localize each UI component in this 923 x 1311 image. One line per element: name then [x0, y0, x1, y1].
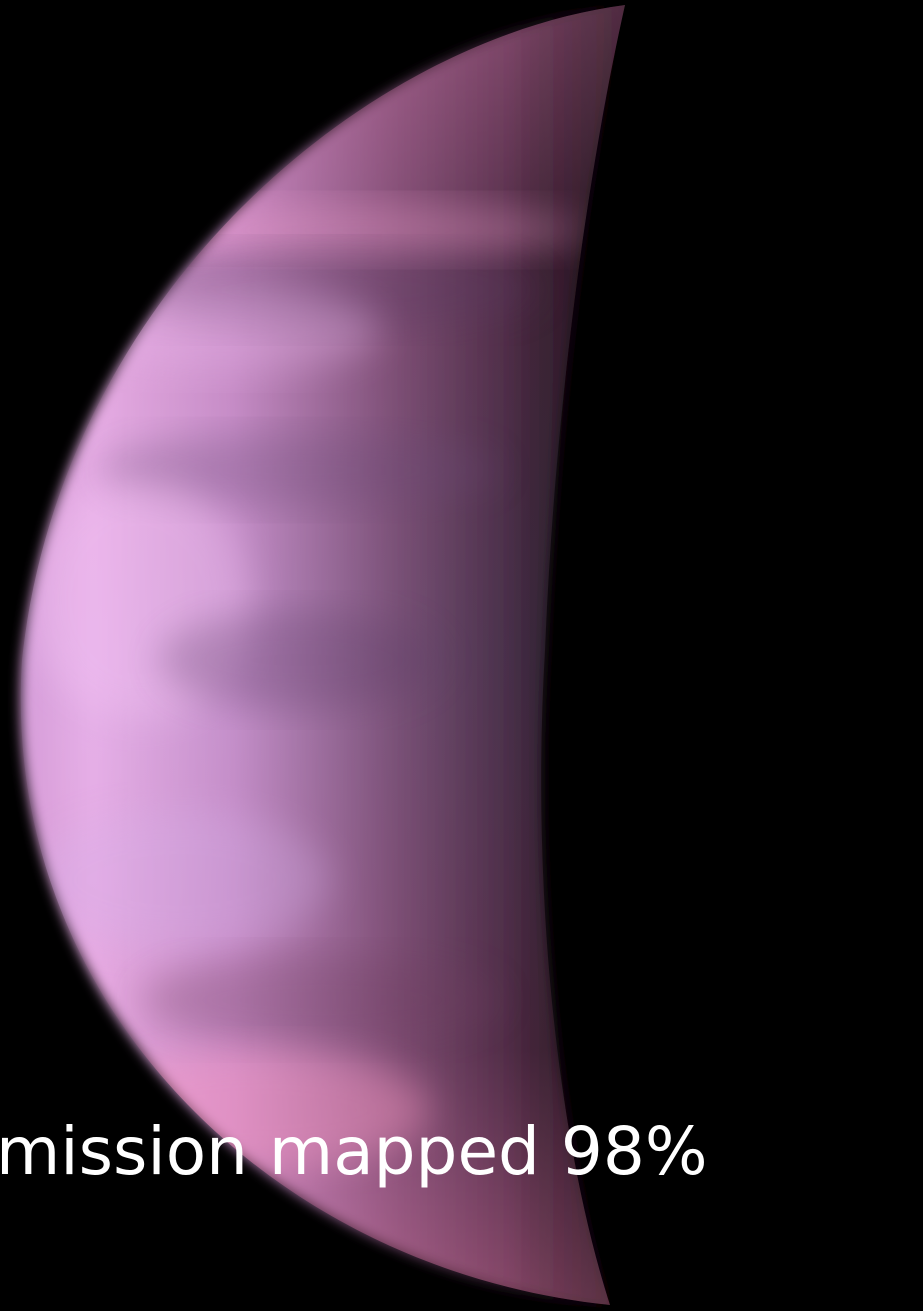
caption-text: mission mapped 98% [0, 1113, 708, 1190]
